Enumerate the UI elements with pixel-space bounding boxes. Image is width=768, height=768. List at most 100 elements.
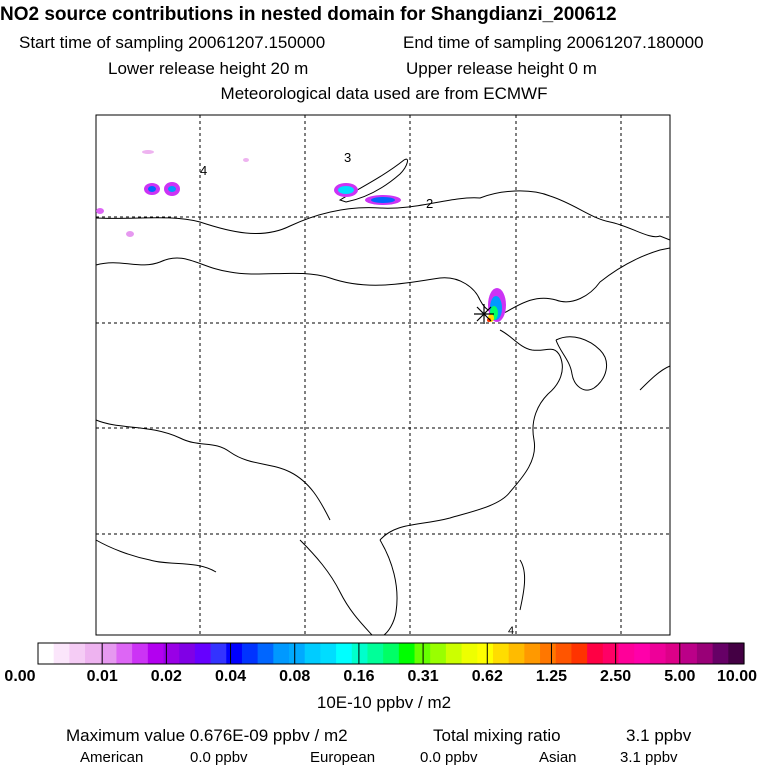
border-mongolia <box>95 190 671 241</box>
colorbar-swatch <box>100 643 118 664</box>
colorbar-tick-label: 0.00 <box>4 668 36 685</box>
colorbar-swatch <box>116 643 133 664</box>
colorbar-swatch <box>571 643 588 664</box>
coastline-japan <box>639 365 671 391</box>
colorbar-swatch <box>194 643 212 664</box>
chart-title: NO2 source contributions in nested domai… <box>0 4 617 25</box>
colorbar-swatch <box>383 643 400 664</box>
colorbar-swatch <box>681 643 698 664</box>
colorbar-swatch <box>649 643 667 664</box>
coastline-china <box>379 329 563 541</box>
region-label: 2 <box>426 196 433 211</box>
max-value-label: Maximum value 0.676E-09 ppbv / m2 <box>66 726 348 745</box>
start-time-label: Start time of sampling 20061207.150000 <box>19 33 326 52</box>
colorbar-swatch <box>461 643 478 664</box>
colorbar-tick-label: 0.08 <box>279 668 311 685</box>
colorbar-swatch <box>289 643 306 664</box>
station-marker-icon <box>474 304 494 324</box>
colorbar-tick-label: 5.00 <box>664 668 696 685</box>
colorbar-swatch <box>492 643 510 664</box>
colorbar-unit: 10E-10 ppbv / m2 <box>316 693 452 712</box>
plume-core <box>168 186 176 192</box>
plume-core <box>148 186 156 192</box>
colorbar-swatch <box>38 643 55 664</box>
colorbar-tick-label: 10.00 <box>716 668 758 685</box>
lake-baikal <box>338 158 408 203</box>
asian-label: Asian <box>539 749 577 766</box>
border-indochina <box>299 539 373 636</box>
coastline-korea <box>555 336 608 391</box>
asian-value: 3.1 ppbv <box>620 749 678 766</box>
plume-faint <box>96 208 104 214</box>
colorbar-swatch <box>179 643 196 664</box>
american-label: American <box>80 749 144 766</box>
colorbar-tick-label: 0.62 <box>471 668 503 685</box>
colorbar-swatch <box>728 643 745 664</box>
colorbar-tick-label: 0.01 <box>86 668 118 685</box>
colorbar-swatch <box>398 643 416 664</box>
colorbar-swatch <box>132 643 149 664</box>
colorbar-tick-label: 0.02 <box>150 668 182 685</box>
colorbar-swatch <box>304 643 321 664</box>
colorbar-swatch <box>210 643 227 664</box>
plume-core <box>338 186 354 194</box>
colorbar-swatch <box>618 643 635 664</box>
colorbar-swatch <box>336 643 353 664</box>
coastline-vietnam <box>379 539 398 636</box>
lower-release-label: Lower release height 20 m <box>108 59 309 78</box>
border-south <box>95 419 331 521</box>
colorbar-swatch <box>53 643 70 664</box>
plume-core <box>371 197 395 203</box>
coastline-philippines <box>519 559 526 611</box>
region-label: 4 <box>200 163 207 178</box>
upper-release-label: Upper release height 0 m <box>406 59 597 78</box>
colorbar-swatch <box>69 643 86 664</box>
colorbar-swatch <box>555 643 573 664</box>
met-data-label: Meteorological data used are from ECMWF <box>220 84 548 103</box>
colorbar-swatch <box>587 643 604 664</box>
total-mixing-value: 3.1 ppbv <box>626 726 692 745</box>
colorbar-swatch <box>540 643 557 664</box>
colorbar-swatch <box>163 643 180 664</box>
colorbar-swatch <box>241 643 259 664</box>
map-frame <box>95 114 671 636</box>
border-inner <box>95 257 481 301</box>
colorbar-tick-label: 0.16 <box>343 668 375 685</box>
colorbar-swatch <box>367 643 384 664</box>
colorbar-swatch <box>351 643 369 664</box>
colorbar-swatch <box>665 643 682 664</box>
colorbar-swatch <box>445 643 463 664</box>
colorbar-swatch <box>147 643 165 664</box>
colorbar-swatch <box>430 643 447 664</box>
end-time-label: End time of sampling 20061207.180000 <box>403 33 704 52</box>
colorbar-tick-label: 0.31 <box>407 668 439 685</box>
colorbar-frame <box>37 642 745 665</box>
american-value: 0.0 ppbv <box>190 749 248 766</box>
country-borders <box>95 158 671 636</box>
plume-faint <box>126 231 134 237</box>
colorbar-swatch <box>696 643 714 664</box>
colorbar-swatch <box>602 643 620 664</box>
colorbar-swatch <box>257 643 274 664</box>
colorbar-swatch <box>634 643 651 664</box>
colorbar-swatch <box>524 643 541 664</box>
european-value: 0.0 ppbv <box>420 749 478 766</box>
plume-faint <box>142 150 154 154</box>
colorbar-swatch <box>508 643 525 664</box>
colorbar-tick-label: 1.25 <box>535 668 568 685</box>
colorbar-swatch <box>85 643 102 664</box>
colorbar-swatch <box>477 643 494 664</box>
plume-core <box>487 318 491 322</box>
colorbar-swatch <box>273 643 290 664</box>
colorbar-swatch <box>712 643 729 664</box>
colorbar-tick-label: 0.04 <box>214 668 247 685</box>
border-myanmar <box>95 539 217 573</box>
total-mixing-label: Total mixing ratio <box>433 726 561 745</box>
european-label: European <box>310 749 376 766</box>
region-label: 3 <box>344 150 351 165</box>
region-label: 4 <box>508 625 514 637</box>
plume-faint <box>243 158 249 162</box>
colorbar-tick-label: 2.50 <box>600 668 632 685</box>
colorbar-swatch <box>226 643 243 664</box>
